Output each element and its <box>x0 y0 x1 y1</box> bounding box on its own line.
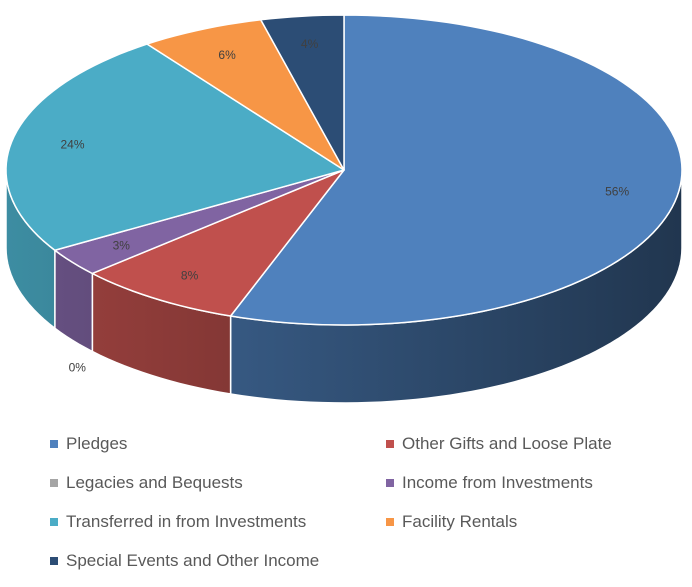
pie-slice-special-events-and-other-income <box>260 14 345 171</box>
legend-item: Transferred in from Investments <box>50 512 306 532</box>
legend-item: Facility Rentals <box>386 512 517 532</box>
legend-item: Other Gifts and Loose Plate <box>386 434 612 454</box>
data-label: 8% <box>181 269 199 283</box>
data-label: 0% <box>69 361 87 375</box>
data-label: 6% <box>218 48 236 62</box>
legend-swatch <box>50 440 58 448</box>
legend-item: Legacies and Bequests <box>50 473 243 493</box>
legend-swatch <box>386 518 394 526</box>
legend-item: Pledges <box>50 434 127 454</box>
legend-label: Legacies and Bequests <box>66 473 243 492</box>
data-label: 24% <box>60 137 84 151</box>
legend-label: Other Gifts and Loose Plate <box>402 434 612 453</box>
data-label: 4% <box>301 37 319 51</box>
legend-item: Income from Investments <box>386 473 593 493</box>
legend-swatch <box>386 440 394 448</box>
legend-swatch <box>386 479 394 487</box>
legend-label: Special Events and Other Income <box>66 551 320 570</box>
legend-swatch <box>50 479 58 487</box>
pie-slice-facility-rentals <box>146 19 345 171</box>
legend-swatch <box>50 518 58 526</box>
pie-slice-other-gifts-and-loose-plate <box>91 169 345 317</box>
legend-item: Special Events and Other Income <box>50 551 319 571</box>
data-label: 56% <box>605 185 629 199</box>
pie-slice-pledges <box>229 14 683 326</box>
legend-label: Transferred in from Investments <box>66 512 307 531</box>
pie-slice-transferred-in-from-investments <box>5 43 345 252</box>
pie-chart: 56% 8% 0% 3% 24% 6% 4% <box>5 14 683 404</box>
legend-label: Pledges <box>66 434 128 453</box>
legend-swatch <box>50 557 58 565</box>
pie-slice-income-from-investments <box>54 169 345 275</box>
data-label: 3% <box>113 239 131 253</box>
legend-label: Income from Investments <box>402 473 593 492</box>
legend-label: Facility Rentals <box>402 512 518 531</box>
